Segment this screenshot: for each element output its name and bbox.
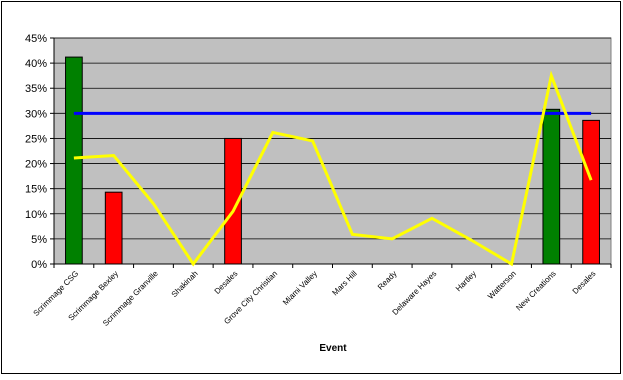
bar: [104, 191, 123, 265]
chart-svg: 0% 5% 10% 15% 20% 25% 30% 35% 40% 45% Scrimmage C…: [25, 33, 612, 354]
x-tick-label: Ready: [376, 269, 399, 292]
x-axis-label: Event: [319, 343, 347, 354]
y-tick-label: 30%: [25, 108, 47, 120]
bar: [224, 137, 242, 265]
plot-area: [53, 37, 612, 267]
series-line: [73, 70, 593, 267]
x-tick-label: Watterson: [486, 269, 518, 301]
x-tick-label: Shakinah: [170, 269, 200, 299]
y-tick-label: 5%: [31, 234, 47, 246]
bar: [582, 119, 600, 265]
y-tick-label: 10%: [25, 209, 47, 221]
bar: [65, 56, 83, 265]
y-axis: 0% 5% 10% 15% 20% 25% 30% 35% 40% 45%: [25, 33, 54, 271]
y-tick-label: 35%: [25, 83, 47, 95]
y-tick-label: 45%: [25, 33, 47, 45]
y-tick-label: 0%: [31, 259, 47, 271]
x-tick-label: Desales: [571, 269, 598, 296]
x-tick-label: Mars Hill: [330, 269, 359, 298]
y-tick-label: 25%: [25, 133, 47, 145]
x-tick-label: Miami Valley: [281, 269, 319, 307]
x-tick-label: New Creations: [514, 269, 557, 312]
x-tick-label: Desales: [213, 269, 240, 296]
x-tick-label: Hartley: [454, 269, 478, 293]
y-tick-label: 15%: [25, 184, 47, 196]
bar: [542, 108, 561, 265]
plot-background: [53, 37, 612, 265]
y-tick-label: 20%: [25, 159, 47, 171]
y-tick-label: 40%: [25, 58, 47, 70]
chart-frame: 0% 5% 10% 15% 20% 25% 30% 35% 40% 45% Scrimmage C…: [1, 1, 621, 374]
